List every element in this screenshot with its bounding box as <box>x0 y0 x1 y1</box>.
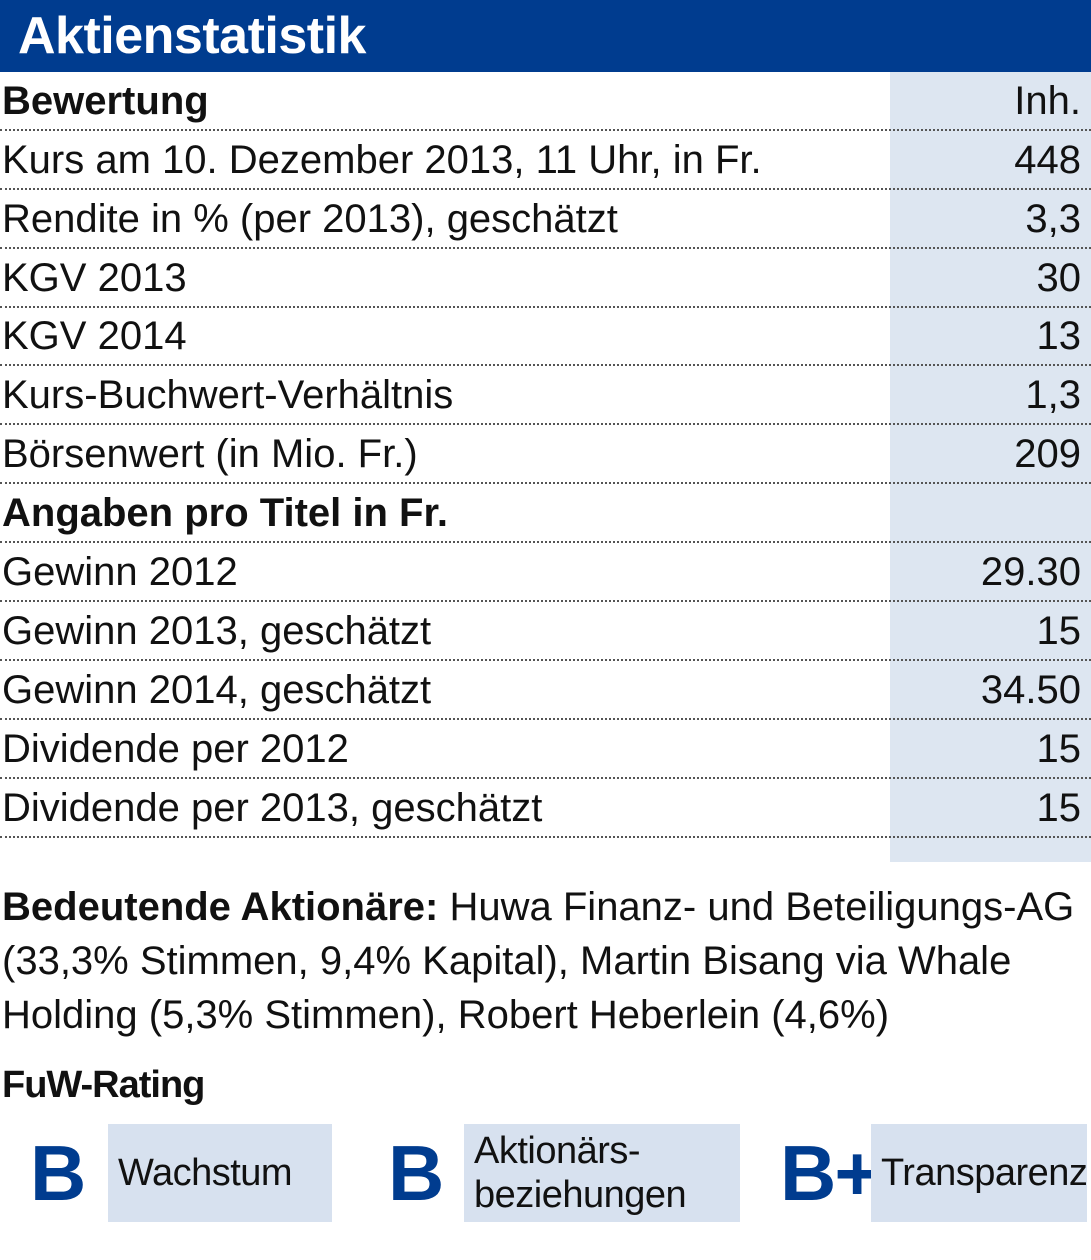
rating-label: Transparenz <box>881 1152 1088 1194</box>
row-label: Rendite in % (per 2013), geschätzt <box>2 196 618 241</box>
table-row: Gewinn 2014, geschätzt 34.50 <box>0 661 1091 720</box>
row-label: Kurs-Buchwert-Verhältnis <box>2 373 454 418</box>
column-header-value: Inh. <box>1014 78 1081 123</box>
row-value: 1,3 <box>1025 373 1081 418</box>
table-row: Gewinn 2012 29.30 <box>0 543 1091 603</box>
section-heading: Bewertung <box>2 78 209 123</box>
row-value: 448 <box>1014 137 1081 182</box>
row-value: 15 <box>1036 726 1082 771</box>
table-row: Börsenwert (in Mio. Fr.) 209 <box>0 425 1091 485</box>
rating-item-wachstum: B Wachstum <box>0 1124 340 1222</box>
row-value: 3,3 <box>1025 196 1081 241</box>
rating-label-box: Aktionärs- beziehungen <box>464 1124 740 1222</box>
header-bar: Aktienstatistik <box>0 0 1091 72</box>
section-heading: Angaben pro Titel in Fr. <box>2 491 448 536</box>
value-column-shade <box>890 72 1091 862</box>
table-row: Gewinn 2013, geschätzt 15 <box>0 602 1091 661</box>
table-row: Kurs-Buchwert-Verhältnis 1,3 <box>0 366 1091 426</box>
row-value: 15 <box>1036 785 1082 830</box>
row-label: KGV 2014 <box>2 314 187 359</box>
section-header-angaben: Angaben pro Titel in Fr. <box>0 484 1091 544</box>
rating-grade: B+ <box>780 1129 880 1217</box>
rating-item-transparenz: B+ Transparenz <box>776 1124 1091 1222</box>
rating-grade: B <box>30 1129 86 1217</box>
row-label: Dividende per 2013, geschätzt <box>2 785 543 830</box>
row-label: Gewinn 2014, geschätzt <box>2 667 432 712</box>
table-row: Dividende per 2013, geschätzt 15 <box>0 779 1091 838</box>
rating-label-line2: beziehungen <box>474 1174 687 1216</box>
table-row: KGV 2014 13 <box>0 308 1091 367</box>
row-label: KGV 2013 <box>2 255 187 300</box>
row-value: 29.30 <box>980 550 1081 595</box>
shareholders-paragraph: Bedeutende Aktionäre: Huwa Finanz- und B… <box>2 880 1082 1042</box>
row-label: Dividende per 2012 <box>2 726 349 771</box>
row-value: 15 <box>1036 608 1082 653</box>
shareholders-text: Huwa Finanz- und Beteiligungs-AG (33,3% … <box>2 885 1075 1037</box>
table-row: Rendite in % (per 2013), geschätzt 3,3 <box>0 190 1091 249</box>
table-row: KGV 2013 30 <box>0 249 1091 308</box>
rating-label-box: Wachstum <box>108 1124 332 1222</box>
row-label: Börsenwert (in Mio. Fr.) <box>2 432 418 477</box>
rating-item-aktionaersbeziehungen: B Aktionärs- beziehungen <box>380 1124 740 1222</box>
table-row: Dividende per 2012 15 <box>0 720 1091 779</box>
rating-grade: B <box>388 1129 444 1217</box>
row-value: 34.50 <box>980 667 1081 712</box>
rating-title: FuW-Rating <box>2 1064 205 1106</box>
row-value: 209 <box>1014 432 1081 477</box>
row-label: Gewinn 2013, geschätzt <box>2 608 432 653</box>
rating-label-box: Transparenz <box>871 1124 1088 1222</box>
row-value: 13 <box>1036 314 1082 359</box>
rating-label: Wachstum <box>118 1152 293 1194</box>
row-value: 30 <box>1036 255 1082 300</box>
table-row: Kurs am 10. Dezember 2013, 11 Uhr, in Fr… <box>0 131 1091 190</box>
row-label: Kurs am 10. Dezember 2013, 11 Uhr, in Fr… <box>2 137 762 182</box>
section-header-bewertung: Bewertung Inh. <box>0 72 1091 131</box>
rating-label: Aktionärs- <box>474 1130 641 1172</box>
row-label: Gewinn 2012 <box>2 550 238 595</box>
stats-table: Bewertung Inh. Kurs am 10. Dezember 2013… <box>0 72 1091 862</box>
page-title: Aktienstatistik <box>18 7 366 65</box>
shareholders-label: Bedeutende Aktionäre: <box>2 885 439 929</box>
